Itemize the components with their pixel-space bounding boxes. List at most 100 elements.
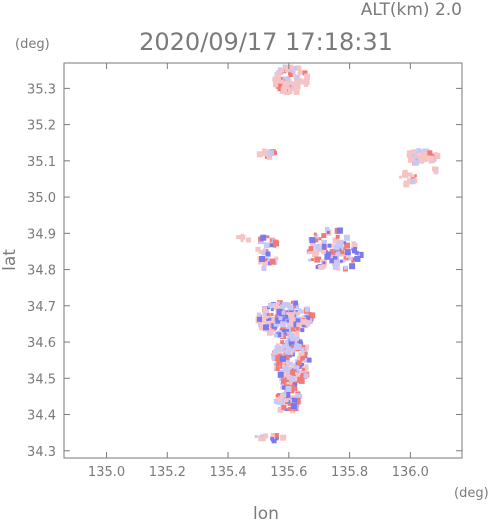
radar-cell: [300, 355, 306, 361]
radar-cell: [291, 364, 296, 369]
radar-cell: [303, 79, 310, 86]
radar-cell: [294, 78, 299, 83]
radar-cell: [270, 433, 275, 438]
radar-cell: [270, 436, 275, 441]
x-unit-label: (deg): [454, 486, 489, 501]
radar-cell: [287, 399, 294, 406]
radar-cell: [293, 303, 300, 310]
radar-cell: [278, 316, 283, 321]
radar-cell: [343, 265, 348, 270]
radar-cell: [281, 404, 287, 410]
radar-cell: [274, 77, 279, 82]
radar-cell: [413, 174, 417, 178]
radar-cell: [263, 324, 269, 331]
radar-cell: [420, 154, 424, 158]
radar-cell: [260, 434, 264, 438]
radar-cell: [286, 311, 290, 315]
x-tick-label: 135.4: [209, 465, 246, 480]
radar-cell: [266, 313, 270, 316]
radar-cell: [263, 152, 267, 156]
radar-cell: [304, 351, 308, 355]
radar-cell: [301, 367, 305, 371]
radar-cell: [292, 397, 298, 403]
radar-cell: [263, 242, 270, 249]
radar-cell: [344, 234, 349, 239]
radar-cell: [339, 259, 343, 263]
radar-cell: [289, 84, 293, 88]
radar-cell: [349, 263, 356, 270]
radar-cell: [321, 249, 327, 255]
radar-cell: [295, 329, 300, 333]
radar-cell: [296, 78, 303, 85]
radar-cell: [344, 249, 351, 256]
radar-cell: [288, 361, 293, 366]
radar-cell: [304, 364, 309, 369]
radar-cell: [271, 355, 276, 360]
radar-cell: [293, 66, 297, 69]
radar-cell: [290, 327, 295, 332]
y-tick-label: 35.0: [27, 191, 56, 206]
radar-cell: [297, 86, 301, 90]
radar-cell: [288, 343, 292, 347]
radar-cell: [275, 362, 280, 367]
radar-cell: [411, 149, 417, 155]
radar-cell: [291, 348, 296, 353]
radar-cell: [416, 148, 422, 154]
radar-cell: [427, 150, 433, 156]
radar-cell: [295, 326, 300, 331]
radar-cell: [278, 67, 282, 72]
y-tick-label: 35.2: [27, 119, 56, 134]
radar-cell: [266, 235, 270, 239]
radar-cell: [291, 83, 298, 90]
radar-cell: [408, 172, 413, 177]
radar-cell: [348, 257, 352, 261]
radar-cell: [288, 80, 293, 85]
radar-cell: [432, 166, 437, 172]
radar-cell: [285, 386, 292, 392]
radar-cell: [295, 344, 302, 350]
radar-cell: [345, 253, 351, 259]
radar-cell: [412, 159, 419, 166]
radar-cell: [295, 311, 299, 315]
radar-cell: [293, 300, 298, 306]
radar-cell: [286, 325, 291, 329]
radar-cell: [426, 154, 430, 158]
radar-cell: [279, 375, 286, 382]
radar-cell: [318, 264, 324, 270]
radar-cell: [297, 327, 302, 332]
radar-cell: [254, 435, 258, 438]
radar-cell: [304, 306, 310, 312]
radar-cell: [288, 85, 294, 91]
radar-cell: [318, 237, 322, 241]
radar-cell: [270, 313, 274, 316]
radar-cell: [286, 81, 291, 86]
radar-cell: [280, 329, 286, 335]
radar-cell: [292, 305, 296, 309]
radar-cell: [268, 317, 272, 321]
radar-cell: [286, 328, 290, 332]
radar-cell: [301, 318, 308, 325]
y-tick-label: 34.9: [27, 227, 56, 242]
radar-cell: [321, 239, 327, 245]
radar-cell: [407, 156, 414, 163]
radar-cell: [283, 383, 287, 387]
x-tick-label: 136.0: [392, 465, 429, 480]
radar-cell: [335, 234, 340, 239]
radar-cell: [298, 70, 303, 74]
radar-cell: [351, 248, 357, 254]
radar-cell: [294, 365, 298, 370]
radar-cell: [280, 321, 287, 328]
radar-cell: [273, 333, 278, 338]
radar-cell: [407, 150, 411, 154]
radar-cell: [274, 314, 281, 321]
radar-cell: [275, 71, 282, 78]
radar-cell: [315, 244, 322, 251]
x-axis-label: lon: [253, 504, 279, 521]
radar-cell: [290, 344, 294, 348]
radar-cell: [269, 258, 276, 265]
radar-cell: [313, 232, 317, 236]
radar-cell: [429, 155, 435, 161]
radar-cell: [332, 255, 338, 261]
radar-cell: [309, 237, 316, 244]
